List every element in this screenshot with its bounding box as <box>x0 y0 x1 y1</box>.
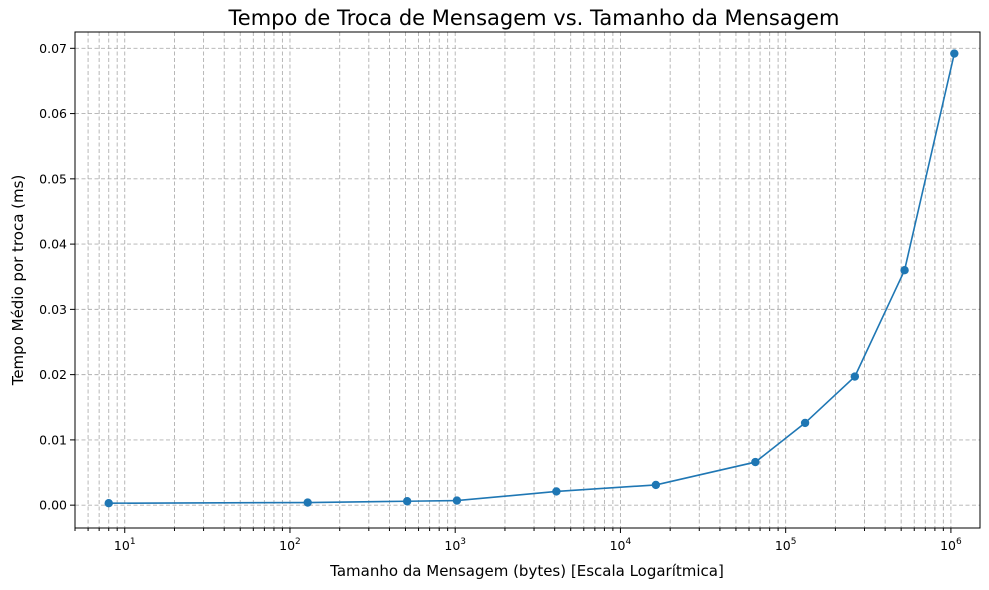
x-tick-base: 10 <box>940 538 956 553</box>
data-point <box>900 266 909 275</box>
data-point <box>452 496 462 505</box>
y-tick-label: 0.06 <box>39 106 67 121</box>
x-tick-exponent: 3 <box>460 537 466 547</box>
data-point <box>104 499 113 508</box>
x-tick-base: 10 <box>114 538 130 553</box>
x-tick-label: 105 <box>775 537 797 553</box>
x-tick-label: 101 <box>114 537 136 553</box>
x-tick-exponent: 1 <box>130 537 136 547</box>
data-point <box>950 49 959 58</box>
series-layer <box>104 49 959 508</box>
y-tick-label: 0.07 <box>39 41 67 56</box>
data-point <box>800 418 810 428</box>
x-tick-label: 102 <box>279 537 301 553</box>
chart-title: Tempo de Troca de Mensagem vs. Tamanho d… <box>228 6 840 30</box>
y-tick-label: 0.02 <box>39 367 67 382</box>
x-tick-label: 106 <box>940 537 962 553</box>
x-tick-base: 10 <box>444 538 460 553</box>
data-point <box>751 457 760 467</box>
data-point <box>651 480 661 490</box>
x-tick-label: 103 <box>444 537 466 553</box>
data-point <box>552 487 561 496</box>
data-point <box>850 372 860 381</box>
x-axis-label: Tamanho da Mensagem (bytes) [Escala Loga… <box>329 562 724 580</box>
x-tick-base: 10 <box>775 538 791 553</box>
data-point <box>402 497 412 506</box>
y-tick-label: 0.01 <box>39 432 67 447</box>
series-line <box>108 53 956 505</box>
x-tick-label: 104 <box>610 537 632 553</box>
y-tick-label: 0.03 <box>39 302 67 317</box>
x-tick-base: 10 <box>610 538 626 553</box>
data-point <box>303 498 312 507</box>
y-tick-label: 0.00 <box>39 498 67 513</box>
x-tick-exponent: 6 <box>956 537 962 547</box>
x-tick-exponent: 2 <box>295 537 301 547</box>
x-tick-exponent: 5 <box>791 537 797 547</box>
x-tick-exponent: 4 <box>626 537 632 547</box>
grid-layer <box>74 32 980 528</box>
y-tick-label: 0.05 <box>39 171 67 186</box>
plot-frame <box>74 31 981 529</box>
y-axis-label: Tempo Médio por troca (ms) <box>9 175 27 387</box>
x-tick-base: 10 <box>279 538 295 553</box>
y-tick-label: 0.04 <box>39 237 67 252</box>
